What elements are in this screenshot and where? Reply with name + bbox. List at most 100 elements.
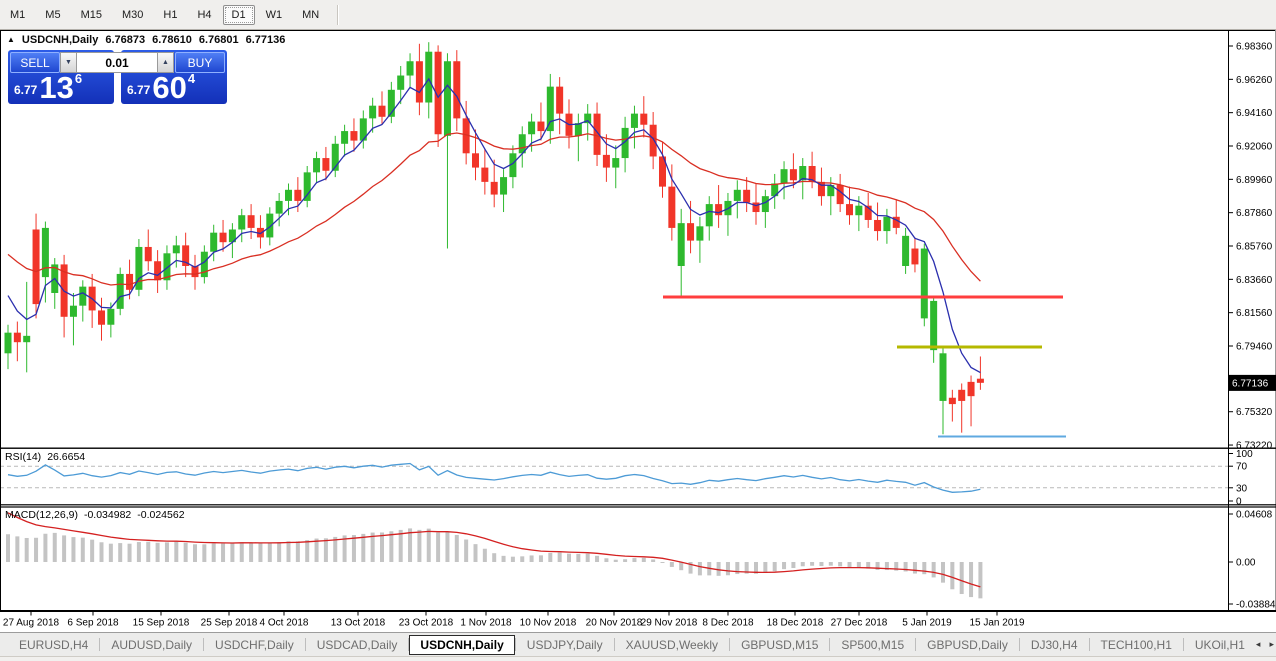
svg-text:-0.038842: -0.038842 xyxy=(1236,600,1276,611)
svg-text:27 Aug 2018: 27 Aug 2018 xyxy=(3,618,60,629)
status-strip xyxy=(0,656,1276,661)
sell-button[interactable]: SELL xyxy=(10,52,60,73)
price-chart-canvas[interactable]: 6.98360 6.96260 6.94160 6.92060 6.89960 6.878… xyxy=(0,30,1276,632)
ohlc-high: 6.78610 xyxy=(152,34,192,46)
macd-indicator-label: MACD(12,26,9) -0.034982 -0.024562 xyxy=(5,509,185,521)
svg-text:6.81560: 6.81560 xyxy=(1236,308,1273,319)
macd-signal-line xyxy=(7,512,981,588)
tab-separator xyxy=(1018,638,1020,651)
tab-usdjpy-daily[interactable]: USDJPY,Daily xyxy=(526,637,603,652)
sell-price-pip: 6 xyxy=(74,71,83,86)
ohlc-low: 6.76801 xyxy=(198,34,239,46)
timeframe-button-m5[interactable]: M5 xyxy=(45,8,61,21)
volume-increase-icon[interactable]: ▲ xyxy=(157,52,174,73)
svg-text:6.98360: 6.98360 xyxy=(1236,42,1273,53)
volume-decrease-icon[interactable]: ▼ xyxy=(60,52,77,73)
volume-spinner: ▼ 0.01 ▲ xyxy=(60,52,174,73)
svg-text:6.73220: 6.73220 xyxy=(1236,441,1273,452)
scroll-tabs-right-icon[interactable]: ▸ xyxy=(1269,639,1274,649)
collapse-panel-icon[interactable]: ▲ xyxy=(7,35,15,44)
svg-text:23 Oct 2018: 23 Oct 2018 xyxy=(399,618,454,629)
svg-text:6.96260: 6.96260 xyxy=(1236,75,1273,86)
tab-xauusd-weekly[interactable]: XAUUSD,Weekly xyxy=(625,637,719,652)
timeframe-button-w1[interactable]: W1 xyxy=(265,8,283,21)
svg-text:70: 70 xyxy=(1236,462,1248,473)
macd-name: MACD(12,26,9) xyxy=(5,509,78,521)
tab-separator xyxy=(514,638,516,651)
svg-text:1 Nov 2018: 1 Nov 2018 xyxy=(460,618,512,629)
svg-text:6.92060: 6.92060 xyxy=(1236,142,1273,153)
svg-text:20 Nov 2018: 20 Nov 2018 xyxy=(586,618,643,629)
buy-price: 6.77 60 4 xyxy=(127,69,195,105)
tab-separator xyxy=(203,638,205,651)
timeframe-button-m30[interactable]: M30 xyxy=(121,8,144,21)
rsi-name: RSI(14) xyxy=(5,451,42,463)
svg-text:0: 0 xyxy=(1236,497,1242,508)
toolbar-separator xyxy=(337,4,339,25)
svg-text:6.87860: 6.87860 xyxy=(1236,208,1273,219)
tab-usdcad-daily[interactable]: USDCAD,Daily xyxy=(316,637,398,652)
sell-price-block[interactable]: SELL 6.77 13 6 xyxy=(8,50,114,104)
timeframe-button-m1[interactable]: M1 xyxy=(10,8,26,21)
ohlc-open: 6.76873 xyxy=(105,34,146,46)
timeframe-button-d1[interactable]: D1 xyxy=(222,4,255,25)
sell-price: 6.77 13 6 xyxy=(14,71,83,103)
panel-borders xyxy=(0,30,1276,612)
tab-eurusd-h4[interactable]: EURUSD,H4 xyxy=(19,637,89,652)
tab-separator xyxy=(729,638,731,651)
svg-text:100: 100 xyxy=(1236,449,1253,460)
buy-price-big: 60 xyxy=(152,69,187,105)
volume-input[interactable]: 0.01 xyxy=(77,52,157,73)
ma-fast-line xyxy=(7,77,981,374)
macd-main-value: -0.034982 xyxy=(83,509,132,521)
tab-audusd-daily[interactable]: AUDUSD,Daily xyxy=(111,637,193,652)
svg-text:6.89960: 6.89960 xyxy=(1236,175,1273,186)
timeframe-button-h1[interactable]: H1 xyxy=(163,8,178,21)
chart-tab-bar: EURUSD,H4 AUDUSD,Daily USDCHF,Daily USDCAD,… xyxy=(0,632,1276,656)
svg-text:0.00: 0.00 xyxy=(1236,558,1256,569)
timeframe-button-h4[interactable]: H4 xyxy=(197,8,212,21)
svg-text:15 Jan 2019: 15 Jan 2019 xyxy=(969,618,1024,629)
tab-usdcnh-daily[interactable]: USDCNH,Daily xyxy=(409,634,515,655)
tab-scroll-arrows: ◂ ▸ xyxy=(1256,639,1274,650)
svg-text:15 Sep 2018: 15 Sep 2018 xyxy=(133,618,190,629)
buy-button[interactable]: BUY xyxy=(175,52,225,73)
tab-separator xyxy=(1088,638,1090,651)
rsi-line xyxy=(7,462,981,493)
tab-usdchf-daily[interactable]: USDCHF,Daily xyxy=(215,637,294,652)
tab-gbpusd-daily[interactable]: GBPUSD,Daily xyxy=(927,637,1008,652)
svg-text:8 Dec 2018: 8 Dec 2018 xyxy=(702,618,754,629)
svg-text:27 Dec 2018: 27 Dec 2018 xyxy=(831,618,888,629)
price-axis: 6.98360 6.96260 6.94160 6.92060 6.89960 6.878… xyxy=(1228,42,1276,611)
svg-text:5 Jan 2019: 5 Jan 2019 xyxy=(902,618,952,629)
tab-ukoil-h1[interactable]: UKOil,H1 xyxy=(1194,637,1245,652)
tab-separator xyxy=(1182,638,1184,651)
timeframe-toolbar: M1 M5 M15 M30 H1 H4 D1 W1 MN xyxy=(0,0,1276,30)
tab-gbpusd-m15[interactable]: GBPUSD,M15 xyxy=(741,637,819,652)
svg-text:6.77136: 6.77136 xyxy=(1232,378,1269,389)
svg-text:6 Sep 2018: 6 Sep 2018 xyxy=(67,618,119,629)
tab-dj30-h4[interactable]: DJ30,H4 xyxy=(1030,637,1078,652)
timeframe-button-mn[interactable]: MN xyxy=(302,8,320,21)
svg-text:6.75320: 6.75320 xyxy=(1236,407,1273,418)
tab-tech100-h1[interactable]: TECH100,H1 xyxy=(1100,637,1172,652)
timeframe-button-m15[interactable]: M15 xyxy=(80,8,102,21)
svg-text:0.04608: 0.04608 xyxy=(1236,510,1273,521)
tab-separator xyxy=(915,638,917,651)
sell-price-main: 6.77 xyxy=(14,83,38,97)
macd-signal-value: -0.024562 xyxy=(137,509,185,521)
tab-separator xyxy=(613,638,615,651)
scroll-tabs-left-icon[interactable]: ◂ xyxy=(1255,639,1261,649)
tab-separator xyxy=(408,638,410,651)
tab-separator xyxy=(304,638,306,651)
rsi-panel xyxy=(0,462,1228,493)
svg-text:6.85760: 6.85760 xyxy=(1236,242,1273,253)
tab-separator xyxy=(829,638,831,651)
chart-symbol-label: USDCNH,Daily xyxy=(21,34,99,46)
rsi-indicator-label: RSI(14) 26.6654 xyxy=(5,451,85,463)
svg-text:30: 30 xyxy=(1236,483,1248,494)
one-click-trade-panel: SELL 6.77 13 6 BUY 6.77 60 4 ▼ 0.01 ▲ xyxy=(8,50,227,104)
tab-sp500-m15[interactable]: SP500,M15 xyxy=(841,637,905,652)
chart-header: ▲ USDCNH,Daily 6.76873 6.78610 6.76801 6… xyxy=(7,34,285,46)
